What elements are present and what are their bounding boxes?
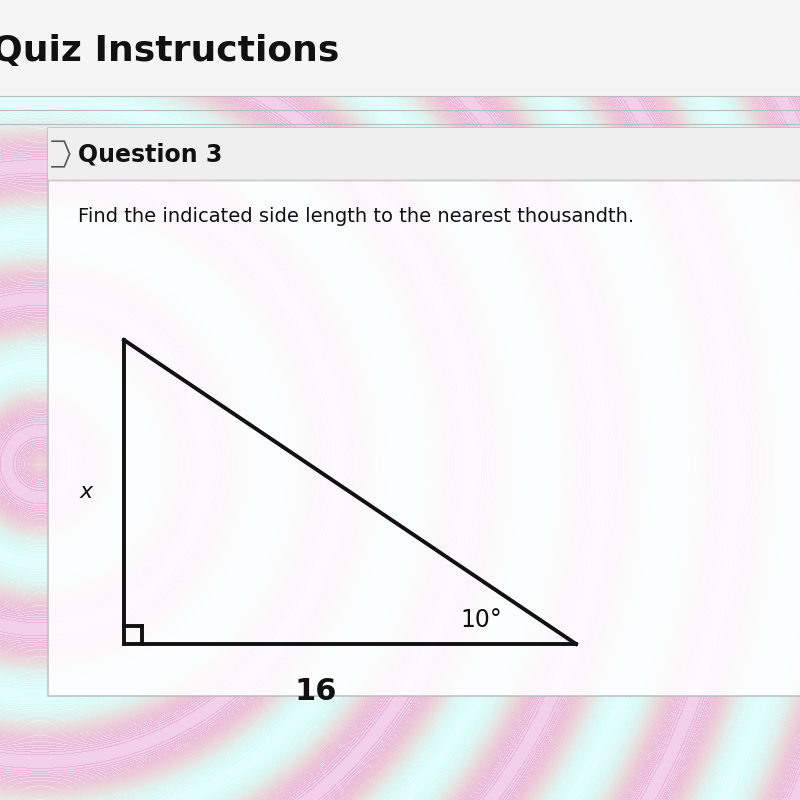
Text: 10°: 10° (460, 608, 502, 632)
Bar (48, 128, 800, 696)
Text: Find the indicated side length to the nearest thousandth.: Find the indicated side length to the ne… (78, 206, 634, 226)
Text: Question 3: Question 3 (78, 142, 222, 166)
Text: 16: 16 (294, 678, 338, 706)
Bar (48, 128, 800, 180)
Bar (0, 0, 800, 96)
Text: Quiz Instructions: Quiz Instructions (0, 34, 339, 68)
Text: x: x (80, 482, 93, 502)
